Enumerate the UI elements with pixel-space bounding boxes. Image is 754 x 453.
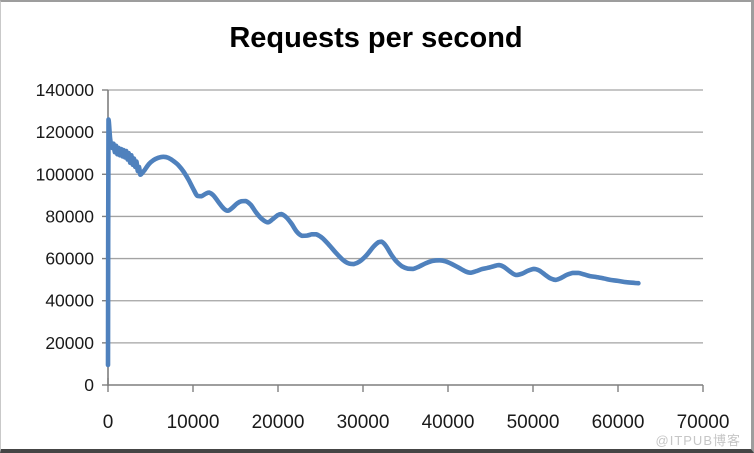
chart-title: Requests per second <box>229 22 523 54</box>
x-tick-label: 20000 <box>252 412 305 433</box>
y-tick-label: 80000 <box>45 206 94 226</box>
x-tick-label: 50000 <box>507 412 560 433</box>
y-tick-label: 140000 <box>36 80 95 100</box>
x-tick-label: 60000 <box>592 412 645 433</box>
y-tick-label: 60000 <box>45 249 94 269</box>
x-tick-label: 40000 <box>422 412 475 433</box>
y-tick-label: 120000 <box>36 122 95 142</box>
x-tick-label: 70000 <box>677 412 730 433</box>
x-tick-label: 30000 <box>337 412 390 433</box>
y-tick-label: 100000 <box>36 164 95 184</box>
watermark-text: @ITPUB博客 <box>655 433 741 448</box>
series-requests-per-second <box>105 117 641 368</box>
y-tick-label: 0 <box>84 375 94 395</box>
x-tick-label: 10000 <box>167 412 220 433</box>
y-tick-label: 40000 <box>45 291 94 311</box>
y-tick-label: 20000 <box>45 333 94 353</box>
x-tick-label: 0 <box>103 412 114 433</box>
